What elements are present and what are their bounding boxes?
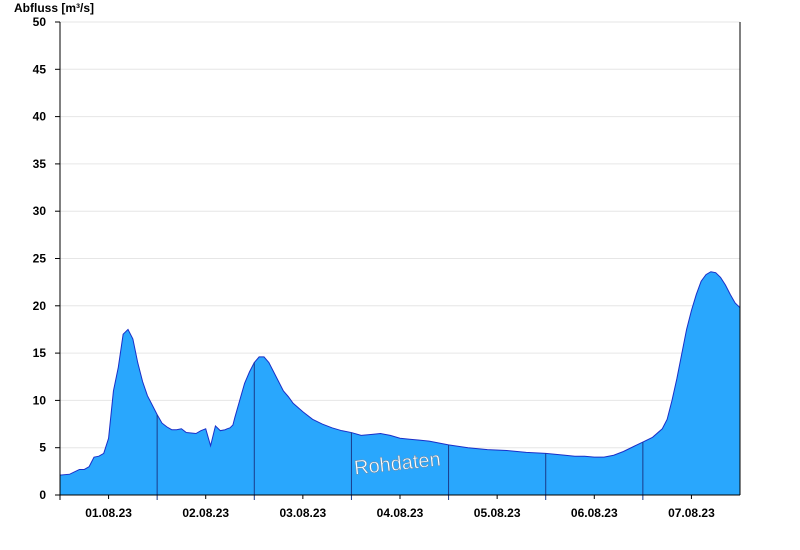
x-tick-label: 07.08.23 xyxy=(668,506,715,520)
y-tick-label: 15 xyxy=(33,346,47,360)
y-tick-label: 40 xyxy=(33,110,47,124)
x-tick-label: 05.08.23 xyxy=(474,506,521,520)
x-tick-label: 06.08.23 xyxy=(571,506,618,520)
y-tick-label: 5 xyxy=(39,441,46,455)
y-tick-labels: 0 5 10 15 20 25 30 35 40 45 50 xyxy=(33,15,60,502)
x-tick-label: 04.08.23 xyxy=(377,506,424,520)
y-tick-label: 35 xyxy=(33,157,47,171)
x-tick-label: 01.08.23 xyxy=(85,506,132,520)
y-tick-label: 45 xyxy=(33,62,47,76)
discharge-area xyxy=(60,271,740,495)
y-tick-label: 20 xyxy=(33,299,47,313)
y-axis-label: Abfluss [m³/s] xyxy=(14,1,95,15)
plot-area xyxy=(59,271,741,495)
y-tick-label: 30 xyxy=(33,204,47,218)
y-tick-label: 0 xyxy=(39,488,46,502)
x-tick-label: 03.08.23 xyxy=(279,506,326,520)
x-tick-labels: 01.08.23 02.08.23 03.08.23 04.08.23 05.08.23… xyxy=(59,495,715,520)
y-tick-label: 10 xyxy=(33,393,47,407)
y-tick-label: 50 xyxy=(33,15,47,29)
grid-lines xyxy=(60,21,740,449)
y-tick-label: 25 xyxy=(33,252,47,266)
x-tick-label: 02.08.23 xyxy=(182,506,229,520)
day-boundaries xyxy=(156,362,644,500)
discharge-line xyxy=(59,271,741,476)
